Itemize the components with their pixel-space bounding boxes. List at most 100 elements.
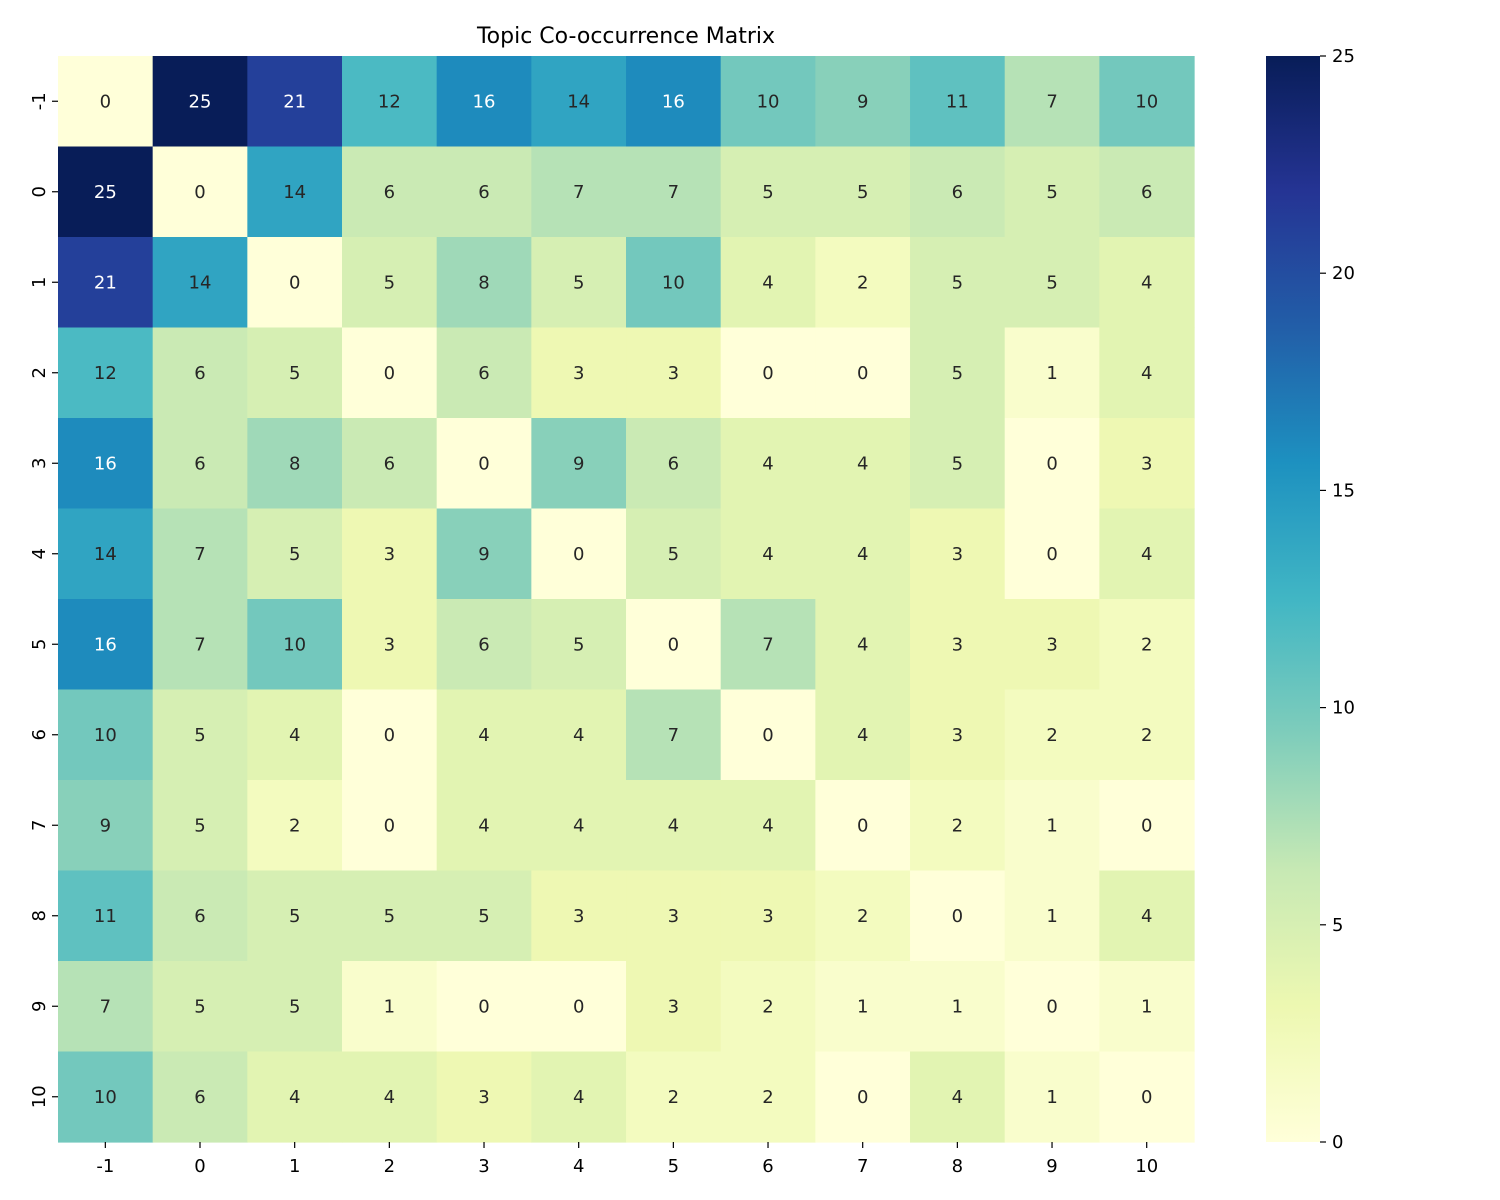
cell-value-label: 7 — [762, 634, 773, 655]
x-tick-label: 6 — [762, 1156, 773, 1177]
cell-value-label: 0 — [384, 815, 395, 836]
cell-value-label: 5 — [952, 363, 963, 384]
cell-value-label: 5 — [952, 453, 963, 474]
heatmap-cell — [1004, 327, 1100, 419]
heatmap-cell — [720, 1051, 816, 1143]
cell-value-label: 7 — [1046, 91, 1057, 112]
heatmap-cell — [720, 780, 816, 872]
heatmap-cell — [720, 599, 816, 691]
cell-value-label: 5 — [194, 996, 205, 1017]
heatmap-cell — [436, 146, 532, 238]
x-tick-label: 1 — [289, 1156, 300, 1177]
heatmap-cell — [1099, 56, 1195, 148]
cell-value-label: 0 — [1046, 544, 1057, 565]
heatmap-cell — [152, 689, 248, 781]
heatmap-cell — [436, 870, 532, 962]
cell-value-label: 10 — [283, 634, 306, 655]
heatmap-cell — [720, 418, 816, 510]
heatmap-cell — [910, 780, 1006, 872]
cell-value-label: 3 — [668, 363, 679, 384]
cell-value-label: 5 — [1046, 182, 1057, 203]
x-tick-label: -1 — [96, 1156, 114, 1177]
heatmap-cell — [342, 780, 438, 872]
colorbar-tick-label: 0 — [1332, 1132, 1343, 1153]
heatmap-cell — [152, 508, 248, 600]
cell-value-label: 16 — [94, 634, 117, 655]
heatmap-cell — [1004, 780, 1100, 872]
cell-value-label: 0 — [478, 453, 489, 474]
y-tick-label: 5 — [29, 639, 50, 650]
heatmap-cell — [342, 327, 438, 419]
cell-value-label: 6 — [384, 453, 395, 474]
cell-value-label: 5 — [952, 272, 963, 293]
cell-value-label: 4 — [857, 453, 868, 474]
x-tick-label: 4 — [573, 1156, 584, 1177]
heatmap-cell — [1099, 599, 1195, 691]
cell-value-label: 6 — [478, 182, 489, 203]
x-tick-label: 7 — [857, 1156, 868, 1177]
cell-value-label: 0 — [857, 1087, 868, 1108]
cell-value-label: 4 — [478, 725, 489, 746]
cell-value-label: 1 — [1046, 906, 1057, 927]
cell-value-label: 6 — [952, 182, 963, 203]
cell-value-label: 6 — [194, 1087, 205, 1108]
y-tick-label: 2 — [29, 367, 50, 378]
heatmap-cell — [531, 599, 627, 691]
cell-value-label: 6 — [194, 906, 205, 927]
heatmap-cell — [815, 1051, 911, 1143]
heatmap-cell — [1004, 689, 1100, 781]
heatmap-cell — [815, 508, 911, 600]
heatmap-cell — [626, 599, 722, 691]
heatmap-cell — [1099, 327, 1195, 419]
x-tick-label: 5 — [668, 1156, 679, 1177]
heatmap-cell — [1099, 418, 1195, 510]
heatmap-cell — [626, 237, 722, 329]
heatmap-cell — [910, 870, 1006, 962]
x-axis: -1 0 1 2 3 4 5 6 7 8 9 10 — [96, 1142, 1158, 1177]
heatmap-cell — [815, 56, 911, 148]
heatmap-cell — [342, 961, 438, 1053]
cell-value-label: 0 — [573, 996, 584, 1017]
heatmap-cell — [626, 146, 722, 238]
heatmap-cell — [531, 870, 627, 962]
cell-value-label: 3 — [1046, 634, 1057, 655]
cell-value-label: 5 — [289, 363, 300, 384]
cell-value-label: 6 — [478, 634, 489, 655]
cell-value-label: 1 — [1046, 363, 1057, 384]
heatmap-cell — [626, 870, 722, 962]
x-tick-label: 8 — [952, 1156, 963, 1177]
cell-value-label: 0 — [1141, 1087, 1152, 1108]
heatmap-cell — [436, 508, 532, 600]
heatmap-cell — [910, 327, 1006, 419]
cell-value-label: 3 — [668, 996, 679, 1017]
heatmap-cell — [152, 961, 248, 1053]
heatmap-cell — [1099, 780, 1195, 872]
cell-value-label: 0 — [1046, 453, 1057, 474]
heatmap-cell — [626, 689, 722, 781]
cell-value-label: 4 — [857, 634, 868, 655]
cell-value-label: 6 — [194, 363, 205, 384]
heatmap-cell — [1004, 508, 1100, 600]
cell-value-label: 4 — [1141, 272, 1152, 293]
cell-value-label: 10 — [94, 725, 117, 746]
cell-value-label: 12 — [94, 363, 117, 384]
cell-value-label: 3 — [573, 906, 584, 927]
heatmap-cell — [58, 870, 154, 962]
cell-value-label: 14 — [94, 544, 117, 565]
heatmap-cell — [1099, 237, 1195, 329]
heatmap-cell — [720, 870, 816, 962]
heatmap-cell — [720, 146, 816, 238]
heatmap-cell — [58, 689, 154, 781]
cell-value-label: 5 — [668, 544, 679, 565]
cell-value-label: 21 — [283, 91, 306, 112]
heatmap-cell — [342, 418, 438, 510]
heatmap-cell — [910, 508, 1006, 600]
heatmap-cell — [626, 327, 722, 419]
cell-value-label: 2 — [952, 815, 963, 836]
cell-value-label: 5 — [289, 544, 300, 565]
cell-value-label: 14 — [567, 91, 590, 112]
heatmap-cell — [1099, 1051, 1195, 1143]
cell-value-label: 0 — [857, 363, 868, 384]
